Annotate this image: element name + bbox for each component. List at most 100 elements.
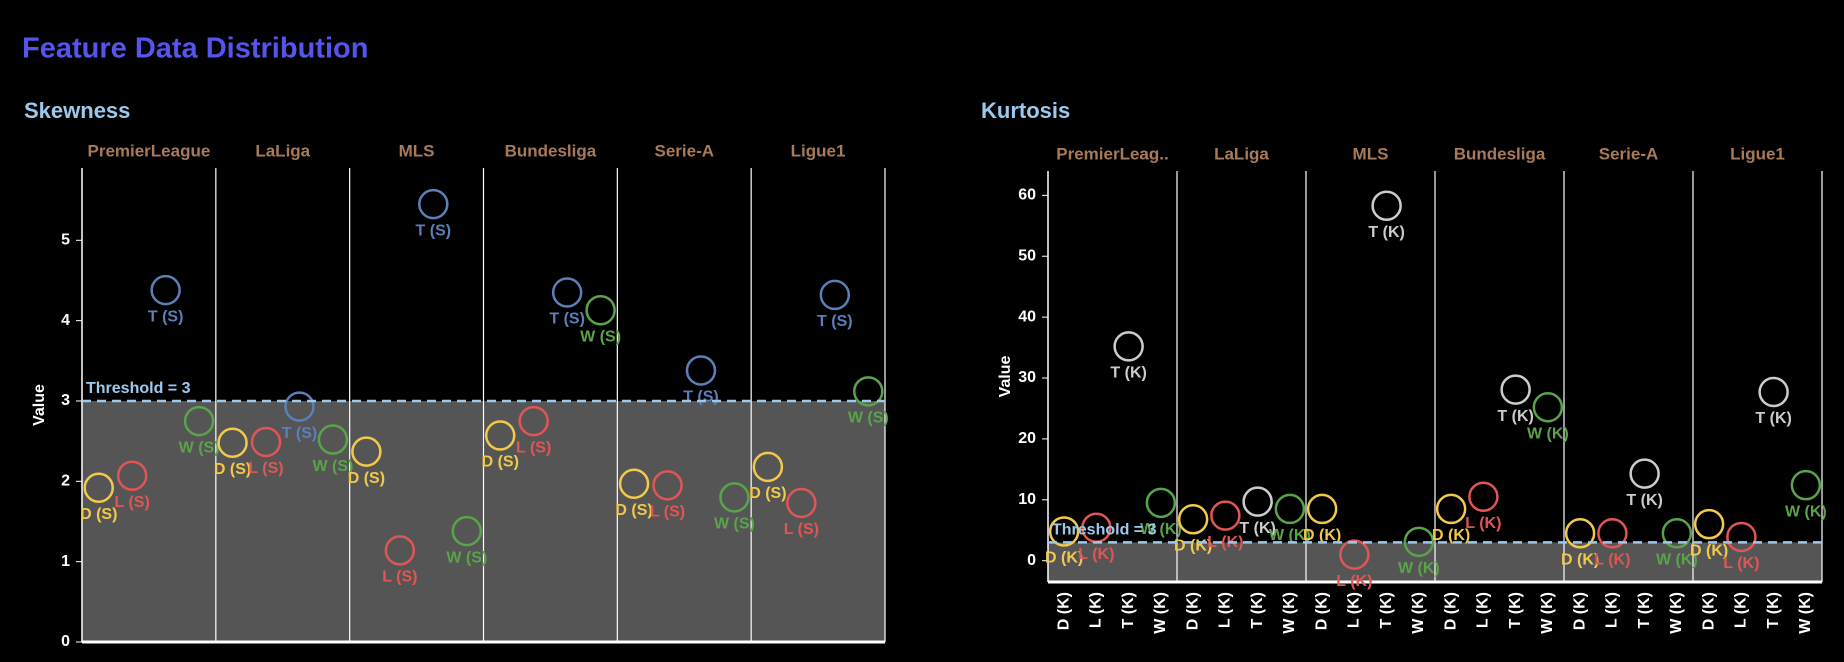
data-point [1403,526,1435,558]
facet-label: MLS [399,141,435,160]
x-tick-label: L (K) [1604,592,1621,628]
data-point [384,535,416,566]
threshold-label: Threshold = 3 [86,380,191,397]
facet-label: Serie-A [1599,144,1659,163]
facet-label: Bundesliga [1454,144,1546,163]
x-tick-label: W (K) [1281,592,1298,634]
point-label: L (K) [1465,515,1501,532]
point-label: W (K) [1269,527,1311,544]
facet-label: LaLiga [1214,144,1269,163]
data-point [1145,487,1177,519]
y-tick-label: 0 [61,633,70,650]
data-point [1500,374,1531,405]
point-label: L (S) [115,494,150,511]
data-point [1661,518,1693,549]
data-point [418,188,449,220]
x-tick-label: D (K) [1055,592,1072,630]
point-label: W (S) [848,410,889,427]
y-tick-label: 10 [1018,491,1036,508]
data-point [1274,493,1306,525]
point-label: D (S) [615,502,652,519]
x-tick-label: T (K) [1378,592,1395,628]
data-point [183,405,215,437]
data-point [719,482,750,513]
point-label: D (S) [214,461,251,478]
x-tick-label: L (K) [1346,592,1363,628]
x-tick-label: T (K) [1249,592,1266,628]
y-tick-label: 4 [61,312,70,329]
x-tick-label: D (K) [1571,592,1588,630]
data-point [1693,508,1725,540]
facet-label: LaLiga [255,141,310,160]
y-axis-label: Value [31,384,48,426]
x-tick-label: T (K) [1507,592,1524,628]
data-point [1435,493,1467,525]
data-point [217,427,248,459]
data-point [1564,518,1596,549]
x-tick-label: T (K) [1120,592,1137,628]
point-label: W (S) [446,549,487,566]
point-label: L (K) [1594,552,1630,569]
data-point [752,451,784,483]
data-point [685,355,717,386]
data-point [518,405,549,437]
point-label: W (K) [1656,552,1698,569]
data-point [1177,504,1209,535]
point-label: W (K) [1527,425,1569,442]
data-point [551,277,583,308]
data-point [1532,391,1564,423]
point-label: D (K) [1045,550,1083,567]
point-label: L (S) [516,439,551,456]
point-label: W (S) [179,439,220,456]
threshold-label: Threshold = 3 [1052,522,1157,539]
point-label: T (S) [282,425,318,442]
data-point [585,294,616,326]
data-point [451,515,483,547]
y-tick-label: 3 [61,392,70,409]
point-label: T (S) [416,222,452,239]
data-point [1306,493,1338,525]
page-title: Feature Data Distribution [22,33,368,65]
x-tick-label: L (K) [1475,592,1492,628]
point-label: T (K) [1110,365,1146,382]
point-label: L (S) [784,521,819,538]
x-tick-label: W (K) [1410,592,1427,634]
facet-label: PremierLeag.. [1056,144,1168,163]
chart-title: Skewness [24,98,130,123]
chart-title: Kurtosis [981,98,1070,123]
point-label: L (S) [382,569,417,586]
data-point [1242,486,1273,517]
point-label: W (S) [714,516,755,533]
point-label: D (S) [80,506,117,523]
point-label: D (S) [482,454,519,471]
point-label: T (S) [817,313,853,330]
point-label: D (S) [749,485,786,502]
x-tick-label: T (K) [1765,592,1782,628]
data-point [1629,458,1660,489]
x-tick-label: L (K) [1733,592,1750,628]
point-label: D (K) [1690,542,1728,559]
y-tick-label: 60 [1018,187,1036,204]
point-label: W (S) [313,458,354,475]
data-point [116,460,148,491]
y-tick-label: 1 [61,553,70,570]
x-tick-label: W (K) [1152,592,1169,634]
data-point [1468,481,1499,513]
data-point [1726,521,1757,553]
data-point [83,472,114,503]
data-point [1113,331,1144,362]
point-label: L (K) [1723,555,1759,572]
facet-label: MLS [1353,144,1389,163]
data-point [250,426,282,458]
point-label: W (S) [580,328,621,345]
data-point [484,420,516,451]
y-tick-label: 2 [61,473,70,490]
x-tick-label: D (K) [1313,592,1330,630]
point-label: T (K) [1368,224,1404,241]
x-tick-label: W (K) [1668,592,1685,634]
x-tick-label: W (K) [1797,592,1814,634]
x-tick-label: L (K) [1217,592,1234,628]
y-tick-label: 20 [1018,430,1036,447]
facet-label: Serie-A [654,141,714,160]
